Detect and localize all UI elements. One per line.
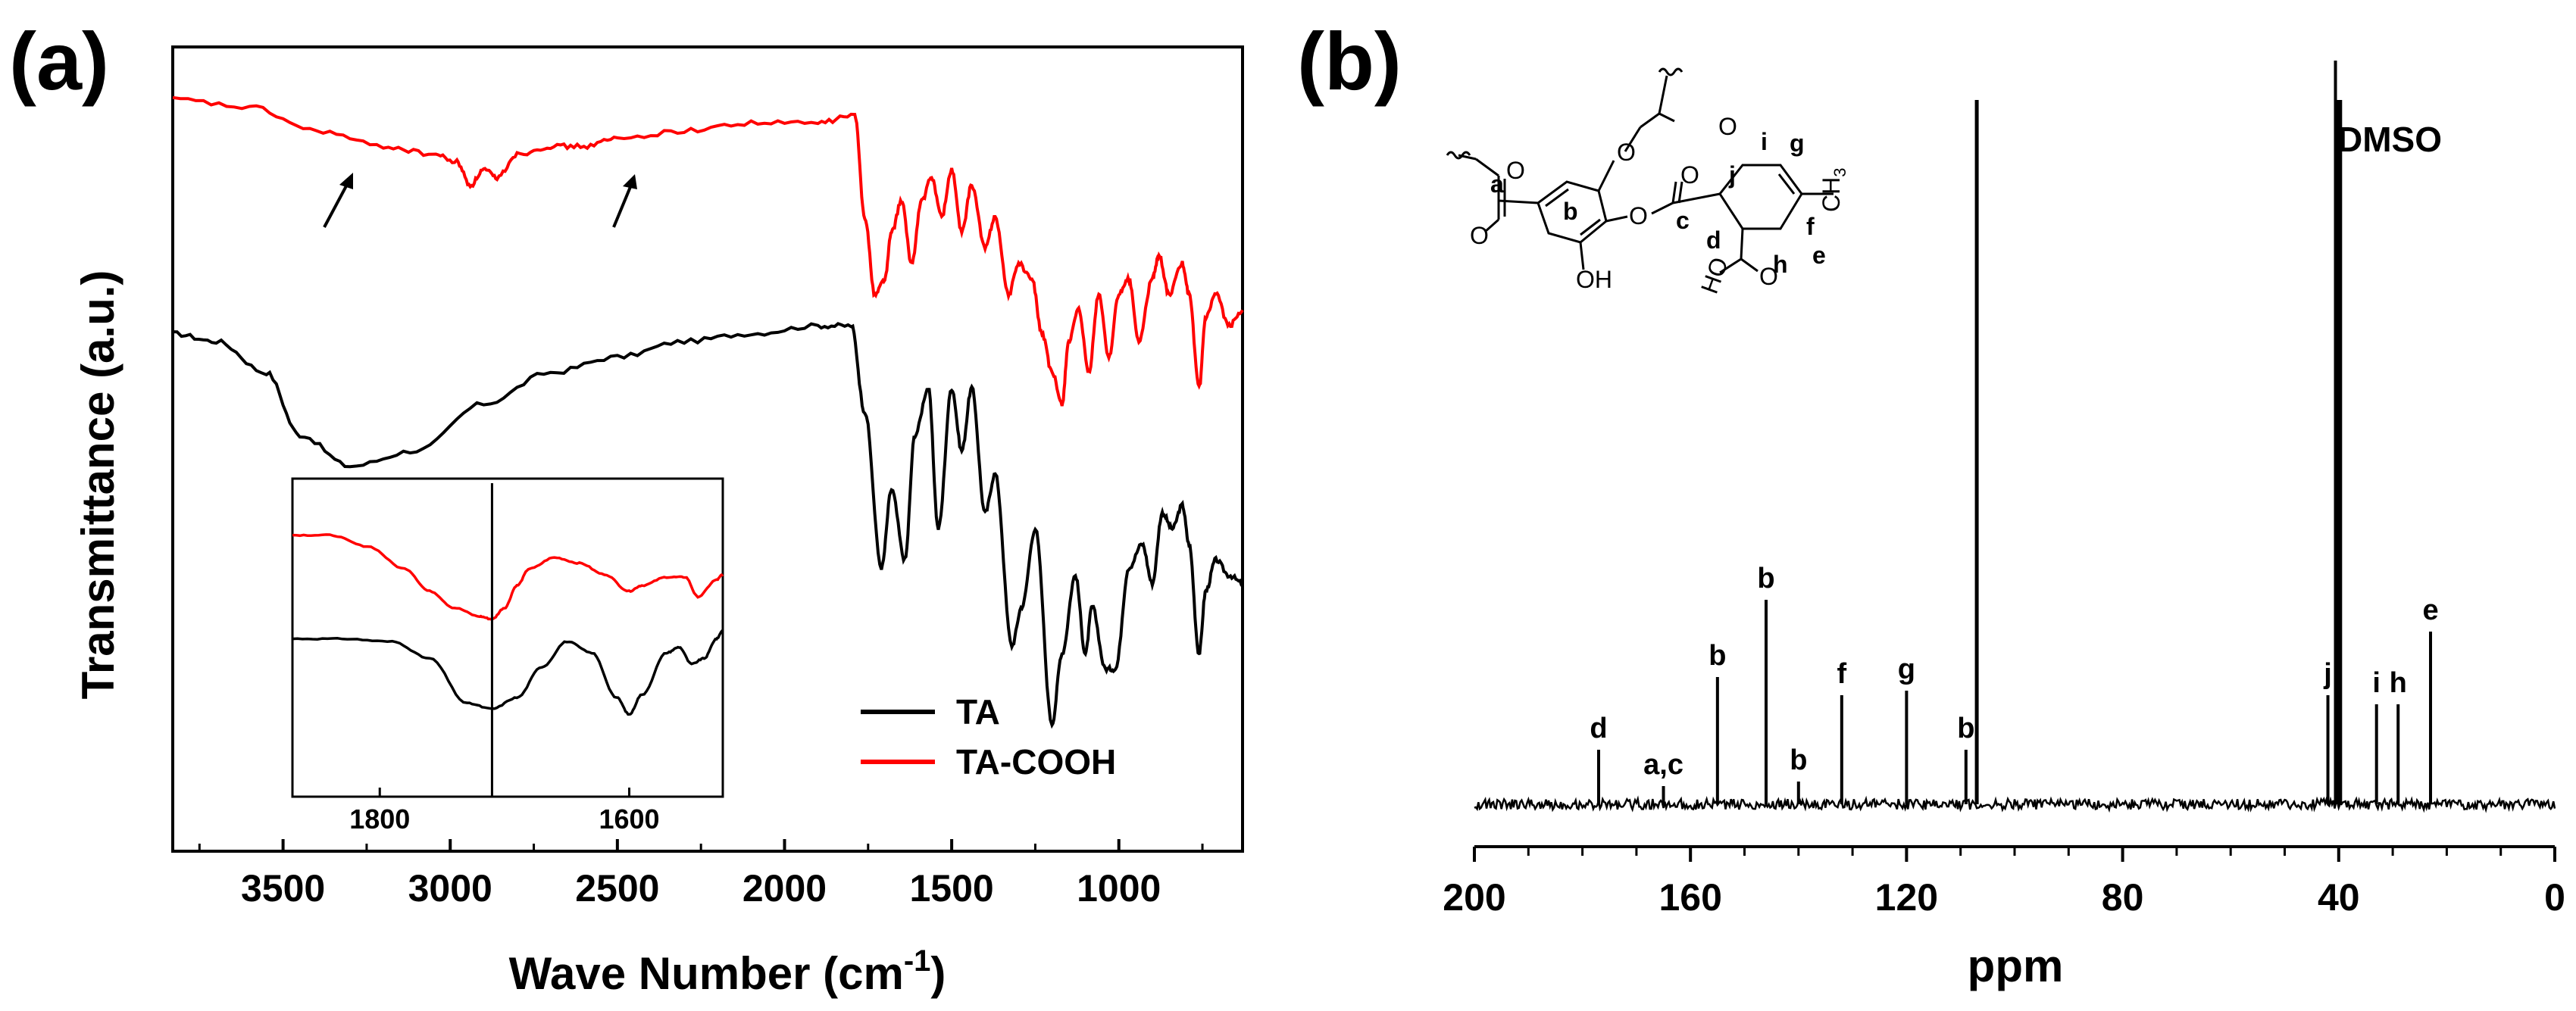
panel-a-tick-label-1500: 1500 xyxy=(909,867,993,910)
struct-o-2: O xyxy=(1629,202,1648,229)
series-line-ta-cooh xyxy=(172,95,1244,407)
inset-x-ticks: 1800 1600 xyxy=(349,788,660,835)
peak-label-j-42: j xyxy=(2323,658,2332,690)
dmso-label: DMSO xyxy=(2337,120,2442,159)
panel-b-x-axis-title: ppm xyxy=(1968,941,2064,991)
struct-label-ch3: CH3 xyxy=(1818,168,1849,212)
chemical-structure-labels: a b c d e f g h i j OH HO CH3 O O O O O … xyxy=(1470,113,1849,297)
peak-label-b-146: b xyxy=(1757,563,1774,594)
panel-a-series xyxy=(172,95,1244,729)
struct-label-f: f xyxy=(1806,213,1815,240)
panel-a-y-axis-title: Transmittance (a.u.) xyxy=(73,270,123,700)
panel-a: (a) 3500 3000 2500 2000 1500 1000 1800 1600 TA… xyxy=(9,15,1244,999)
panel-b-tick-label-40: 40 xyxy=(2318,876,2360,919)
inset-series-line-ta xyxy=(292,629,724,716)
panel-a-tick-label-2500: 2500 xyxy=(575,867,659,910)
panel-b-tick-label-80: 80 xyxy=(2102,876,2144,919)
arrow-annotation-1 xyxy=(323,173,353,228)
panel-b-tick-label-160: 160 xyxy=(1658,876,1721,919)
peak-label-d-177: d xyxy=(1590,713,1607,744)
struct-label-d: d xyxy=(1706,226,1721,254)
struct-label-c: c xyxy=(1676,207,1690,234)
arrow-annotation-2 xyxy=(612,174,637,228)
panel-a-tick-label-2000: 2000 xyxy=(742,867,827,910)
panel-b-baseline-noise xyxy=(1474,795,2556,813)
struct-o-3: O xyxy=(1718,113,1737,140)
inset-series-line-ta-cooh xyxy=(292,533,724,621)
struct-label-i: i xyxy=(1761,128,1768,155)
legend-label-ta-cooh: TA-COOH xyxy=(956,742,1116,782)
peak-label-h-29: h xyxy=(2390,667,2407,699)
peak-label-b-140: b xyxy=(1790,744,1807,776)
panel-b-tick-label-0: 0 xyxy=(2544,876,2565,919)
panel-a-x-axis-title: Wave Number (cm-1) xyxy=(509,944,946,999)
struct-o-7: O xyxy=(1759,263,1778,290)
panel-b-tick-label-200: 200 xyxy=(1443,876,1505,919)
panel-b-x-ticks: 200 160 120 80 40 0 xyxy=(1443,847,2565,919)
peak-label-a-c-165: a,c xyxy=(1643,749,1683,781)
inset-chart: 1800 1600 xyxy=(291,477,724,835)
legend-label-ta: TA xyxy=(956,692,1000,732)
panel-b-peak-labels: d a,c b b b f g b j i h e xyxy=(1590,563,2438,781)
peak-label-b-109: b xyxy=(1957,713,1974,744)
inset-tick-label-1800: 1800 xyxy=(349,803,410,835)
struct-label-g: g xyxy=(1790,129,1805,157)
struct-label-b: b xyxy=(1563,198,1578,225)
inset-series xyxy=(292,483,724,797)
peak-label-g-120: g xyxy=(1898,654,1915,685)
panel-a-label: (a) xyxy=(9,15,109,107)
struct-o-6: O xyxy=(1680,161,1699,189)
inset-frame xyxy=(291,477,724,798)
struct-label-a: a xyxy=(1490,170,1504,198)
struct-o-1: O xyxy=(1617,139,1636,166)
peak-label-e-23: e xyxy=(2422,594,2438,626)
struct-label-ho: HO xyxy=(1696,254,1733,297)
series-line-ta xyxy=(172,322,1244,729)
panel-a-x-ticks: 3500 3000 2500 2000 1500 1000 xyxy=(198,839,1204,910)
peak-label-b-155: b xyxy=(1708,640,1726,672)
peak-label-f-132: f xyxy=(1837,658,1847,690)
panel-b-spectrum xyxy=(1474,61,2556,813)
peak-label-i-33: i xyxy=(2372,667,2381,699)
panel-a-tick-label-3500: 3500 xyxy=(241,867,325,910)
chemical-structure xyxy=(1446,67,1834,274)
inset-tick-label-1600: 1600 xyxy=(599,803,659,835)
struct-label-e: e xyxy=(1812,242,1826,269)
struct-o-4: O xyxy=(1506,157,1525,184)
struct-label-oh: OH xyxy=(1576,266,1612,293)
panel-a-plot-frame xyxy=(171,45,1244,853)
panel-b-label: (b) xyxy=(1297,15,1402,107)
panel-a-tick-label-1000: 1000 xyxy=(1077,867,1161,910)
struct-o-5: O xyxy=(1470,222,1489,249)
struct-label-j: j xyxy=(1728,161,1736,189)
legend: TA TA-COOH xyxy=(861,692,1116,782)
panel-a-tick-label-3000: 3000 xyxy=(408,867,492,910)
panel-b-tick-label-120: 120 xyxy=(1875,876,1938,919)
struct-label-h: h xyxy=(1773,251,1788,278)
